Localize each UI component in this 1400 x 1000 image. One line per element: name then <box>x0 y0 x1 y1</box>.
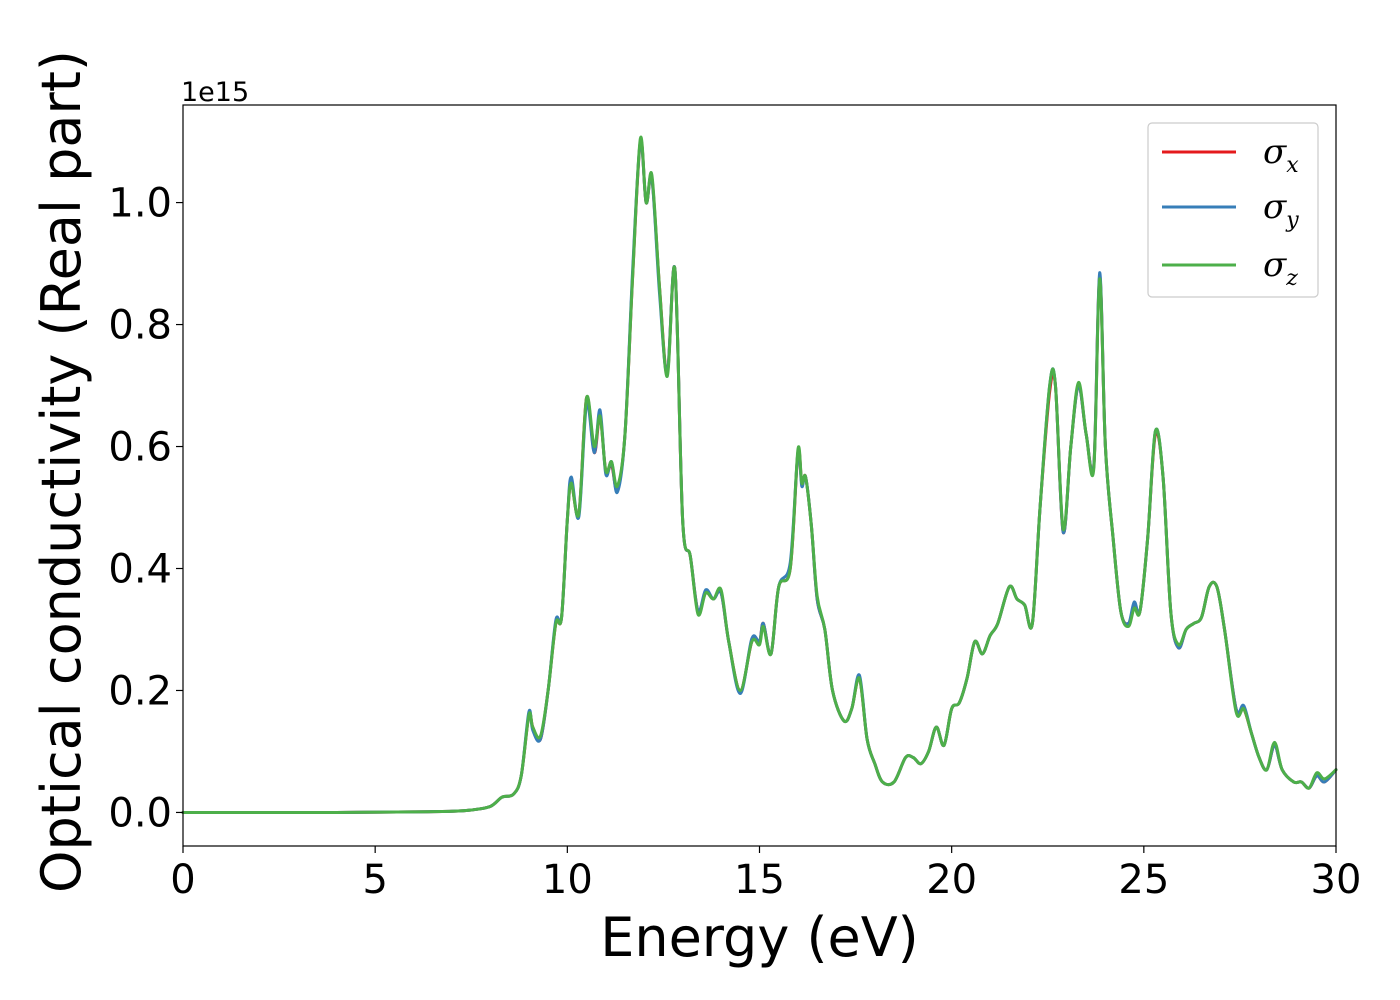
x-tick-label: 15 <box>734 857 785 903</box>
legend-label-y: σy <box>1263 187 1299 233</box>
legend-label-base: σ <box>1263 132 1287 172</box>
legend-label-x: σx <box>1263 132 1299 178</box>
x-axis-title: Energy (eV) <box>600 906 919 969</box>
x-tick-label: 0 <box>170 857 195 903</box>
legend-label-z: σz <box>1263 245 1298 291</box>
legend-box <box>1147 122 1319 298</box>
x-tick-label: 20 <box>926 857 977 903</box>
series-line-3 <box>181 135 1338 815</box>
y-tick-label: 0.4 <box>108 547 172 593</box>
legend-label-subscript: x <box>1286 153 1299 178</box>
x-tick-label: 10 <box>542 857 593 903</box>
legend-label-subscript: y <box>1285 208 1299 233</box>
legend-label-subscript: z <box>1285 266 1298 291</box>
legend-label-base: σ <box>1263 187 1287 227</box>
y-axis-title: Optical conductivity (Real part) <box>30 50 93 893</box>
x-axis-ticks: 0 5 10 15 20 25 30 <box>170 846 1361 903</box>
y-tick-label: 0.8 <box>108 303 172 349</box>
y-axis-ticks: 0.0 0.2 0.4 0.6 0.8 1.0 <box>108 181 183 836</box>
legend-label-base: σ <box>1263 245 1287 285</box>
series-lines <box>181 135 1338 815</box>
y-tick-label: 1.0 <box>108 181 172 227</box>
y-tick-label: 0.6 <box>108 425 172 471</box>
x-tick-label: 25 <box>1118 857 1169 903</box>
x-tick-label: 5 <box>362 857 387 903</box>
x-tick-label: 30 <box>1311 857 1362 903</box>
y-offset-label: 1e15 <box>181 77 249 108</box>
y-tick-label: 0.2 <box>108 668 172 714</box>
y-tick-label: 0.0 <box>108 790 172 836</box>
